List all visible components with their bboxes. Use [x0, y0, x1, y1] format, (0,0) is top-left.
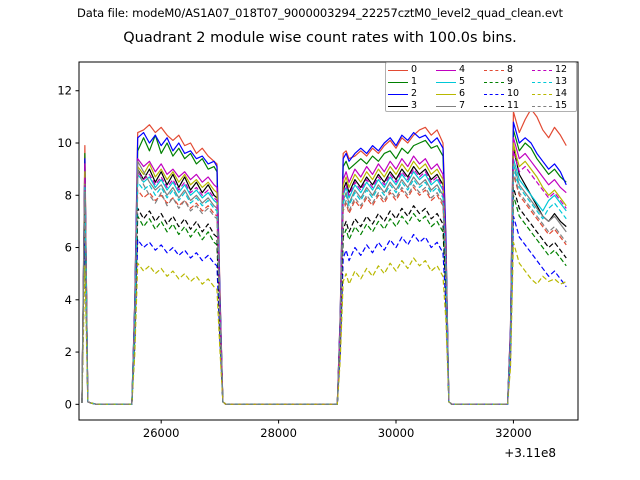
axes-border — [78, 61, 579, 421]
x-tick-label: 28000 — [260, 426, 297, 440]
legend-swatch-9 — [484, 81, 504, 83]
legend-label-9: 9 — [507, 76, 514, 87]
legend-swatch-13 — [532, 81, 552, 83]
y-tick-label: 10 — [57, 136, 72, 150]
legend-item-8[interactable]: 8 — [484, 64, 532, 76]
y-tick-label: 0 — [65, 397, 72, 411]
legend-swatch-8 — [484, 69, 504, 71]
series-line-9 — [81, 194, 567, 405]
legend-swatch-0 — [388, 69, 408, 71]
legend-swatch-1 — [388, 81, 408, 83]
legend-label-0: 0 — [411, 64, 418, 75]
x-axis-offset-label: +3.11e8 — [504, 446, 556, 460]
legend-label-1: 1 — [411, 76, 418, 87]
legend-item-11[interactable]: 11 — [484, 100, 532, 112]
series-line-14 — [81, 241, 567, 405]
x-tick-label: 26000 — [143, 426, 180, 440]
legend-swatch-7 — [436, 105, 456, 107]
legend-item-2[interactable]: 2 — [388, 88, 436, 100]
legend-item-4[interactable]: 4 — [436, 64, 484, 76]
legend-label-11: 11 — [507, 100, 520, 111]
legend-label-2: 2 — [411, 88, 418, 99]
legend-swatch-3 — [388, 105, 408, 107]
legend-swatch-10 — [484, 93, 504, 95]
legend-swatch-5 — [436, 81, 456, 83]
legend-item-14[interactable]: 14 — [532, 88, 580, 100]
legend-item-15[interactable]: 15 — [532, 100, 580, 112]
y-tick-label: 2 — [65, 345, 72, 359]
y-axis-ticks: 0 2 4 6 8 10 12 — [57, 84, 79, 411]
legend-swatch-15 — [532, 105, 552, 107]
legend-label-8: 8 — [507, 64, 514, 75]
series-lines — [81, 108, 567, 405]
data-file-label: Data file: modeM0/AS1A07_018T07_90000032… — [77, 6, 563, 20]
legend-item-12[interactable]: 12 — [532, 64, 580, 76]
legend: 0 4 8 12 1 5 9 13 2 6 10 14 3 7 11 15 — [385, 62, 577, 112]
legend-swatch-4 — [436, 69, 456, 71]
legend-label-13: 13 — [555, 76, 568, 87]
axes-frame — [78, 61, 579, 421]
legend-swatch-14 — [532, 93, 552, 95]
legend-item-6[interactable]: 6 — [436, 88, 484, 100]
x-axis-ticks: 26000 28000 30000 32000 — [143, 420, 532, 440]
series-line-15 — [81, 168, 567, 405]
legend-swatch-12 — [532, 69, 552, 71]
legend-label-7: 7 — [459, 100, 466, 111]
legend-item-13[interactable]: 13 — [532, 76, 580, 88]
legend-swatch-6 — [436, 93, 456, 95]
x-tick-label: 32000 — [495, 426, 532, 440]
legend-item-9[interactable]: 9 — [484, 76, 532, 88]
legend-label-10: 10 — [507, 88, 520, 99]
legend-label-3: 3 — [411, 100, 418, 111]
y-tick-label: 8 — [65, 188, 72, 202]
legend-item-5[interactable]: 5 — [436, 76, 484, 88]
y-tick-label: 4 — [65, 293, 72, 307]
y-tick-label: 6 — [65, 241, 72, 255]
legend-swatch-2 — [388, 93, 408, 95]
legend-item-10[interactable]: 10 — [484, 88, 532, 100]
x-tick-label: 30000 — [378, 426, 415, 440]
page-title: Quadrant 2 module wise count rates with … — [123, 30, 517, 46]
legend-item-0[interactable]: 0 — [388, 64, 436, 76]
legend-label-4: 4 — [459, 64, 466, 75]
legend-item-3[interactable]: 3 — [388, 100, 436, 112]
legend-item-7[interactable]: 7 — [436, 100, 484, 112]
legend-label-12: 12 — [555, 64, 568, 75]
legend-item-1[interactable]: 1 — [388, 76, 436, 88]
legend-label-15: 15 — [555, 100, 568, 111]
legend-label-14: 14 — [555, 88, 568, 99]
legend-swatch-11 — [484, 105, 504, 107]
legend-label-5: 5 — [459, 76, 466, 87]
y-tick-label: 12 — [57, 84, 72, 98]
legend-label-6: 6 — [459, 88, 466, 99]
